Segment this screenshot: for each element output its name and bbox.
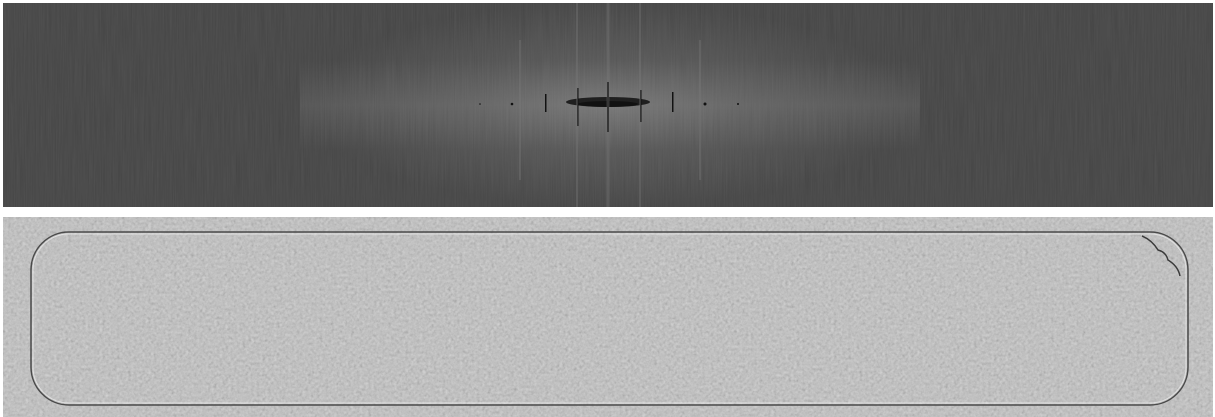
image-panel (3, 217, 1213, 417)
spectrum-panel (3, 3, 1213, 207)
image-texture (3, 217, 1213, 417)
screenshot (0, 0, 1215, 417)
